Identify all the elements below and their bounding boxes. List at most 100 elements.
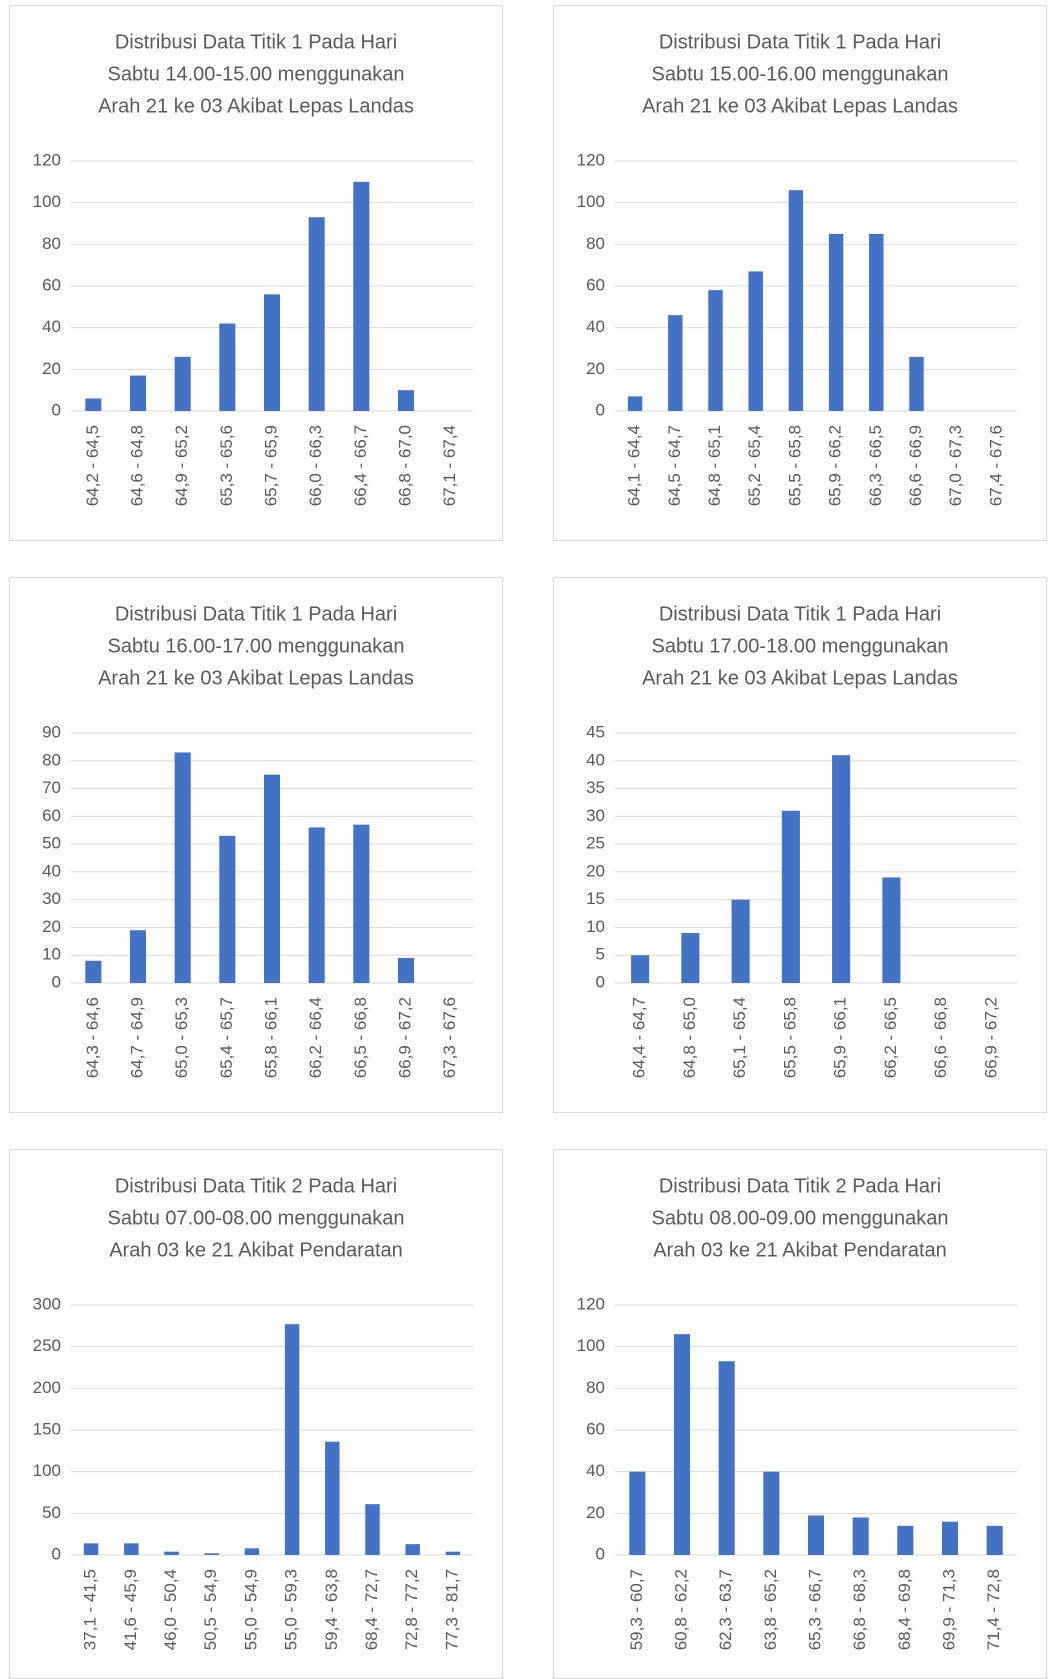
y-tick-label: 40 <box>586 317 605 336</box>
y-tick-label: 70 <box>42 778 61 797</box>
y-tick-label: 0 <box>52 1544 61 1563</box>
y-tick-label: 0 <box>52 400 61 419</box>
y-tick-label: 40 <box>42 861 61 880</box>
bar <box>681 933 700 983</box>
x-tick-label: 72,8 - 77,2 <box>402 1569 421 1650</box>
chart-title: Sabtu 15.00-16.00 menggunakan <box>652 63 949 85</box>
x-tick-label: 65,8 - 66,1 <box>261 997 280 1078</box>
x-tick-label: 46,0 - 50,4 <box>161 1569 180 1650</box>
bar <box>852 1517 869 1555</box>
y-tick-label: 200 <box>33 1378 61 1397</box>
chart-title: Distribusi Data Titik 2 Pada Hari <box>115 1175 397 1197</box>
x-tick-label: 64,3 - 64,6 <box>83 997 102 1078</box>
chart-title: Arah 03 ke 21 Akibat Pendaratan <box>653 1239 947 1261</box>
y-tick-label: 60 <box>586 1419 605 1438</box>
y-tick-label: 100 <box>577 192 605 211</box>
bar <box>869 233 884 411</box>
x-tick-label: 66,6 - 66,9 <box>906 425 925 506</box>
x-tick-label: 55,0 - 54,9 <box>241 1569 260 1650</box>
y-tick-label: 20 <box>586 359 605 378</box>
y-tick-label: 50 <box>42 1503 61 1522</box>
chart-title: Arah 21 ke 03 Akibat Lepas Landas <box>642 95 958 117</box>
chart: Distribusi Data Titik 1 Pada Hari Sabtu 1… <box>9 577 503 1113</box>
chart: Distribusi Data Titik 1 Pada Hari Sabtu 1… <box>553 5 1047 541</box>
y-tick-label: 5 <box>596 945 605 964</box>
bar <box>708 290 723 411</box>
y-tick-label: 120 <box>33 150 61 169</box>
y-tick-label: 20 <box>586 1503 605 1522</box>
chart-title: Arah 03 ke 21 Akibat Pendaratan <box>109 1239 403 1261</box>
bar <box>85 960 102 983</box>
x-tick-label: 65,1 - 65,4 <box>730 997 749 1078</box>
chart-title: Distribusi Data Titik 1 Pada Hari <box>659 603 941 625</box>
y-tick-label: 80 <box>42 750 61 769</box>
bar <box>124 1543 139 1555</box>
bar <box>365 1504 380 1555</box>
bar <box>308 827 325 983</box>
bar <box>244 1548 260 1555</box>
y-tick-label: 20 <box>586 861 605 880</box>
bar <box>832 755 851 983</box>
y-tick-label: 15 <box>586 889 605 908</box>
bar <box>129 930 147 983</box>
bar <box>353 181 370 411</box>
x-tick-label: 41,6 - 45,9 <box>121 1569 140 1650</box>
bar <box>882 877 901 983</box>
y-tick-label: 40 <box>586 750 605 769</box>
x-tick-label: 66,2 - 66,5 <box>881 997 900 1078</box>
x-tick-label: 65,9 - 66,1 <box>831 997 850 1078</box>
y-tick-label: 80 <box>586 234 605 253</box>
y-tick-label: 90 <box>42 722 61 741</box>
x-tick-label: 62,3 - 63,7 <box>716 1569 735 1650</box>
x-tick-label: 66,2 - 66,4 <box>306 997 325 1078</box>
x-tick-label: 64,1 - 64,4 <box>625 425 644 506</box>
chart-title: Distribusi Data Titik 2 Pada Hari <box>659 1175 941 1197</box>
bar <box>941 1521 959 1555</box>
x-tick-label: 66,9 - 67,2 <box>981 997 1000 1078</box>
x-tick-label: 68,4 - 72,7 <box>362 1569 381 1650</box>
y-tick-label: 10 <box>42 945 61 964</box>
x-tick-label: 66,6 - 66,8 <box>931 997 950 1078</box>
x-tick-label: 64,6 - 64,8 <box>127 425 146 506</box>
bar <box>219 835 236 983</box>
x-tick-label: 65,2 - 65,4 <box>745 425 764 506</box>
x-tick-label: 66,8 - 68,3 <box>850 1569 869 1650</box>
x-tick-label: 65,0 - 65,3 <box>172 997 191 1078</box>
chart: Distribusi Data Titik 1 Pada Hari Sabtu 1… <box>553 577 1047 1113</box>
x-tick-label: 64,9 - 65,2 <box>172 425 191 506</box>
x-tick-label: 77,3 - 81,7 <box>442 1569 461 1650</box>
x-tick-label: 66,4 - 66,7 <box>351 425 370 506</box>
bar <box>807 1515 825 1555</box>
chart-title: Sabtu 16.00-17.00 menggunakan <box>108 635 405 657</box>
x-tick-label: 65,5 - 65,8 <box>780 997 799 1078</box>
x-tick-label: 59,3 - 60,7 <box>627 1569 646 1650</box>
y-tick-label: 100 <box>577 1336 605 1355</box>
x-tick-label: 64,8 - 65,0 <box>680 997 699 1078</box>
bar <box>629 1471 646 1555</box>
bar <box>284 1324 300 1555</box>
y-tick-label: 20 <box>42 359 61 378</box>
chart-border <box>553 1149 1047 1679</box>
chart: Distribusi Data Titik 2 Pada Hari Sabtu 0… <box>9 1149 503 1679</box>
chart-border <box>9 5 503 541</box>
bar <box>668 315 683 411</box>
x-tick-label: 65,5 - 65,8 <box>785 425 804 506</box>
x-tick-label: 71,4 - 72,8 <box>984 1569 1003 1650</box>
bar <box>325 1441 340 1555</box>
y-tick-label: 0 <box>596 400 605 419</box>
y-tick-label: 60 <box>586 275 605 294</box>
bar <box>445 1551 461 1555</box>
x-tick-label: 64,8 - 65,1 <box>705 425 724 506</box>
x-tick-label: 65,9 - 66,2 <box>826 425 845 506</box>
x-tick-label: 68,4 - 69,8 <box>895 1569 914 1650</box>
bar <box>219 323 236 411</box>
bar <box>353 824 370 983</box>
x-tick-label: 67,4 - 67,6 <box>986 425 1005 506</box>
y-tick-label: 60 <box>42 275 61 294</box>
chart-border <box>9 577 503 1113</box>
chart: Distribusi Data Titik 2 Pada Hari Sabtu 0… <box>553 1149 1047 1679</box>
x-tick-label: 69,9 - 71,3 <box>939 1569 958 1650</box>
bar <box>129 375 147 411</box>
chart-title: Sabtu 08.00-09.00 menggunakan <box>652 1207 949 1229</box>
y-tick-label: 45 <box>586 722 605 741</box>
